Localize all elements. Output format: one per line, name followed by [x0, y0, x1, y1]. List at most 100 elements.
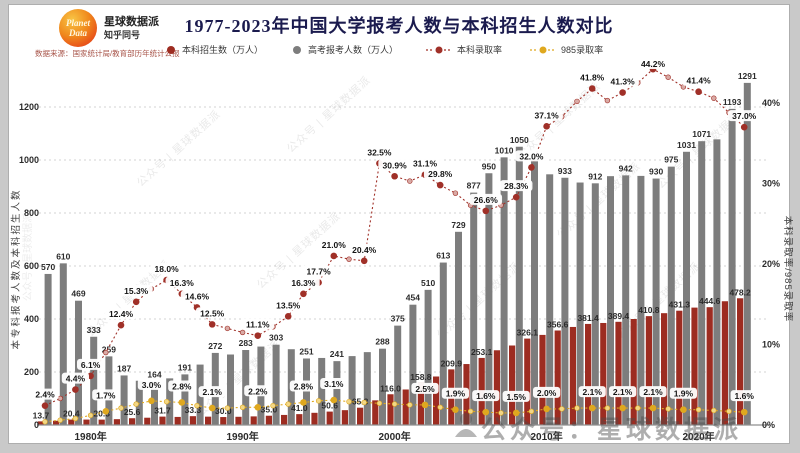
svg-text:20.3: 20.3	[93, 409, 110, 419]
legend: 本科招生数（万人） 高考报考人数（万人） 本科录取率	[164, 43, 603, 56]
bar-admissions	[296, 414, 303, 425]
legend-label: 本科录取率	[457, 45, 503, 55]
svg-text:公众号 | 星球数据派: 公众号 | 星球数据派	[434, 259, 524, 342]
line-point	[695, 407, 702, 413]
bar-admissions	[524, 338, 531, 425]
bar-admissions	[129, 418, 136, 425]
line-point	[208, 321, 216, 328]
legend-label: 高考报考人数（万人）	[308, 45, 399, 55]
bar-admissions	[68, 419, 75, 425]
bar-admissions	[691, 307, 698, 425]
line-point	[512, 409, 520, 417]
svg-text:40%: 40%	[762, 98, 780, 108]
svg-text:444.6: 444.6	[699, 296, 721, 306]
bar-applicants	[713, 139, 721, 425]
bar-admissions	[281, 414, 288, 425]
bar-applicants	[622, 175, 630, 425]
bar-applicants	[303, 358, 310, 425]
line-point	[574, 405, 580, 411]
line-point	[452, 190, 459, 196]
line-point	[649, 404, 657, 412]
svg-text:410.8: 410.8	[638, 305, 660, 315]
bar-applicants	[181, 374, 189, 425]
svg-text:20.4: 20.4	[63, 409, 80, 419]
svg-text:389.4: 389.4	[608, 311, 630, 321]
bar-applicants	[652, 178, 660, 425]
bar-applicants	[59, 263, 67, 425]
bar-applicants	[348, 356, 356, 425]
svg-text:942: 942	[619, 163, 633, 173]
svg-text:25.6: 25.6	[124, 407, 141, 417]
line-point	[559, 406, 565, 412]
bar-admissions	[144, 417, 151, 425]
bar-applicants	[500, 157, 508, 425]
line-point	[285, 401, 291, 407]
bar-admissions	[539, 334, 546, 425]
svg-text:1.9%: 1.9%	[446, 389, 466, 399]
line-point	[482, 408, 490, 416]
line-point	[178, 399, 186, 406]
bar-admissions	[250, 416, 257, 425]
svg-text:13.5%: 13.5%	[276, 300, 301, 310]
svg-text:600: 600	[24, 261, 39, 271]
line-point	[604, 405, 611, 411]
svg-text:37.1%: 37.1%	[535, 110, 560, 120]
bar-applicants	[743, 82, 751, 425]
svg-text:41.3%: 41.3%	[611, 77, 636, 87]
line-point	[665, 406, 671, 412]
svg-text:116.0: 116.0	[380, 383, 401, 393]
bar-applicants	[363, 352, 371, 425]
bar-applicants	[379, 348, 386, 425]
svg-text:200: 200	[24, 367, 39, 377]
svg-text:4.4%: 4.4%	[66, 374, 86, 384]
bar-admissions	[357, 407, 364, 425]
svg-text:0: 0	[34, 420, 39, 430]
svg-text:729: 729	[451, 220, 465, 230]
svg-text:333: 333	[87, 325, 101, 335]
brand-subtitle: 知乎同号	[104, 29, 141, 40]
line-point	[391, 172, 398, 180]
line-point	[407, 402, 413, 408]
planet-data-logo-icon: Planet Data	[59, 9, 97, 47]
bar-applicants	[667, 166, 675, 425]
svg-text:1.9%: 1.9%	[674, 389, 694, 399]
svg-text:6.1%: 6.1%	[81, 360, 101, 370]
svg-text:2020年: 2020年	[682, 430, 714, 443]
legend-item-gaokao-applicants: 高考报考人数（万人）	[290, 43, 398, 56]
svg-text:12.4%: 12.4%	[109, 309, 134, 319]
legend-line-marker	[530, 46, 557, 53]
svg-text:1.5%: 1.5%	[507, 392, 527, 402]
brand-text: 星球数据派 知乎同号	[104, 16, 159, 41]
brand-name: 星球数据派	[104, 15, 159, 28]
line-point	[346, 256, 352, 262]
bar-admissions	[661, 313, 668, 425]
svg-text:37.0%: 37.0%	[732, 111, 757, 121]
svg-text:2.1%: 2.1%	[583, 387, 603, 397]
bar-applicants	[698, 141, 706, 425]
svg-text:469: 469	[71, 289, 85, 299]
bar-admissions	[493, 350, 500, 425]
bar-admissions	[585, 323, 592, 425]
line-point	[543, 405, 550, 413]
brand-logo: Planet Data 星球数据派 知乎同号	[59, 9, 159, 47]
line-point	[512, 193, 520, 201]
bar-applicants	[120, 375, 128, 425]
bar-applicants	[637, 175, 645, 425]
line-point	[391, 401, 398, 407]
bar-admissions	[676, 310, 683, 425]
bar-applicants	[485, 173, 493, 425]
line-point	[254, 332, 262, 339]
bar-admissions	[235, 416, 242, 425]
legend-item-undergrad-enrollment: 本科招生数（万人）	[164, 43, 263, 56]
line-point	[588, 404, 596, 412]
line-point	[254, 403, 262, 411]
svg-text:17.7%: 17.7%	[307, 267, 332, 277]
bar-admissions	[326, 411, 333, 425]
svg-text:31.7: 31.7	[154, 406, 171, 416]
svg-text:454: 454	[406, 293, 420, 303]
bar-admissions	[83, 419, 90, 425]
bar-applicants	[531, 154, 538, 425]
svg-text:164: 164	[147, 370, 161, 380]
legend-bar-marker	[293, 45, 302, 54]
line-point	[482, 207, 490, 215]
